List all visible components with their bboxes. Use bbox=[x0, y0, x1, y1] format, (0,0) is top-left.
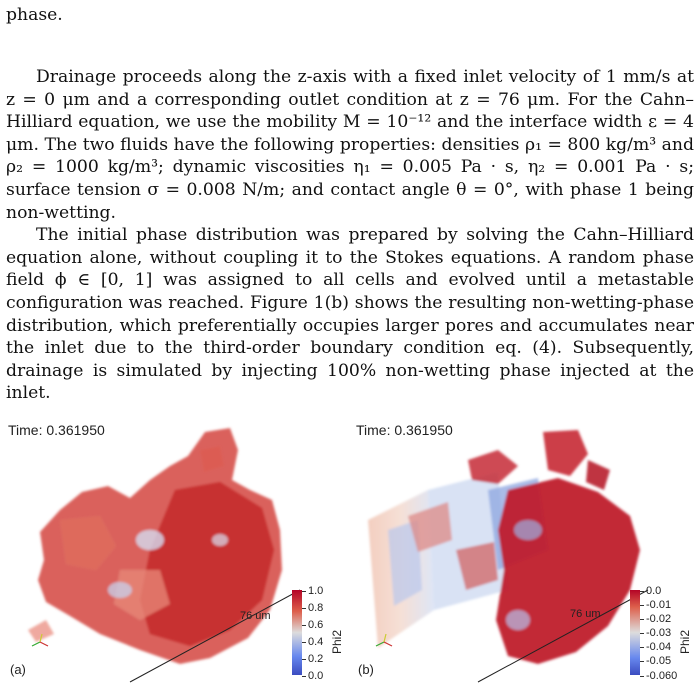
scale-label-a: 76 um bbox=[240, 610, 271, 622]
tick-a-4: 0.2 bbox=[301, 653, 324, 665]
tick-b-5: -0.05 bbox=[639, 655, 672, 667]
paragraph-0: phase. bbox=[6, 5, 63, 25]
tick-a-1: 0.8 bbox=[301, 602, 324, 614]
tick-b-3: -0.03 bbox=[639, 627, 672, 639]
axes-triad-icon bbox=[375, 633, 393, 647]
tick-b-0: 0.0 bbox=[639, 585, 662, 597]
colorbar-b bbox=[630, 590, 640, 675]
tick-a-0: 1.0 bbox=[301, 585, 324, 597]
paragraph-2: The initial phase distribution was prepa… bbox=[6, 225, 694, 404]
time-label-a: Time: 0.361950 bbox=[8, 422, 105, 438]
tick-b-6: -0.060 bbox=[639, 670, 678, 682]
tick-b-4: -0.04 bbox=[639, 641, 672, 653]
colorbar-title-a: Phi2 bbox=[330, 629, 344, 654]
figure-panel-b: Time: 0.361950 76 um 0.0 -0.01 -0.02 -0.… bbox=[348, 420, 693, 689]
tick-a-3: 0.4 bbox=[301, 636, 324, 648]
phase-field-render-a bbox=[28, 428, 301, 683]
panel-label-b: (b) bbox=[358, 662, 374, 677]
panel-label-a: (a) bbox=[10, 662, 26, 677]
paragraph-1: Drainage proceeds along the z-axis with … bbox=[6, 67, 694, 223]
tick-a-5: 0.0 bbox=[301, 670, 324, 682]
tick-b-2: -0.02 bbox=[639, 613, 672, 625]
time-label-b: Time: 0.361950 bbox=[356, 422, 453, 438]
phase-field-render-b bbox=[368, 430, 649, 683]
colorbar-title-b: Phi2 bbox=[678, 629, 692, 654]
axes-triad-icon bbox=[31, 633, 49, 647]
figure-panel-a: Time: 0.361950 76 um 1.0 0.8 0.6 0.4 0.2… bbox=[0, 420, 345, 689]
body-text: Drainage proceeds along the z-axis with … bbox=[6, 66, 694, 405]
tick-a-2: 0.6 bbox=[301, 619, 324, 631]
colorbar-a bbox=[292, 590, 302, 675]
paragraph-fragment: phase. bbox=[6, 4, 694, 27]
scale-label-b: 76 um bbox=[570, 608, 601, 620]
tick-b-1: -0.01 bbox=[639, 599, 672, 611]
